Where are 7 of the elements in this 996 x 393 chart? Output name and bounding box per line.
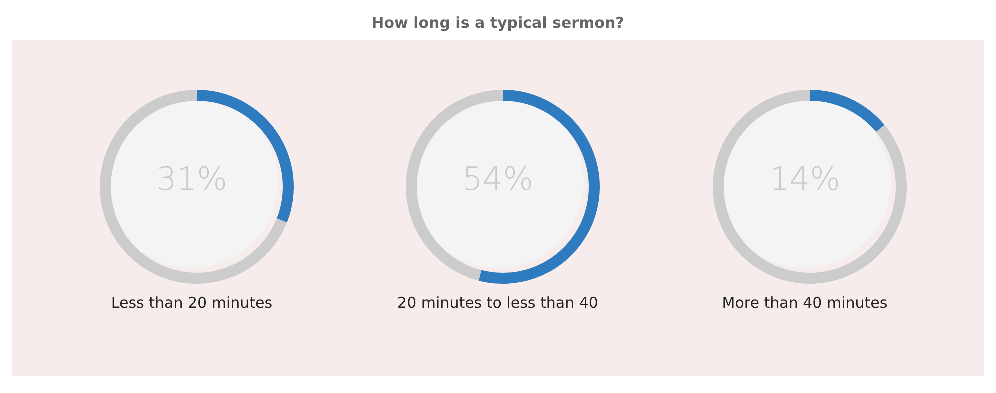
donut-slice <box>713 90 907 284</box>
donut-slice <box>100 90 288 284</box>
donut-slice <box>810 90 885 132</box>
text: More than 40 minutes <box>721 294 889 312</box>
text: 20 minutes to less than 40 <box>396 294 600 312</box>
text: How long is a typical sermon? <box>370 14 626 32</box>
text: Less than 20 minutes <box>110 294 274 312</box>
